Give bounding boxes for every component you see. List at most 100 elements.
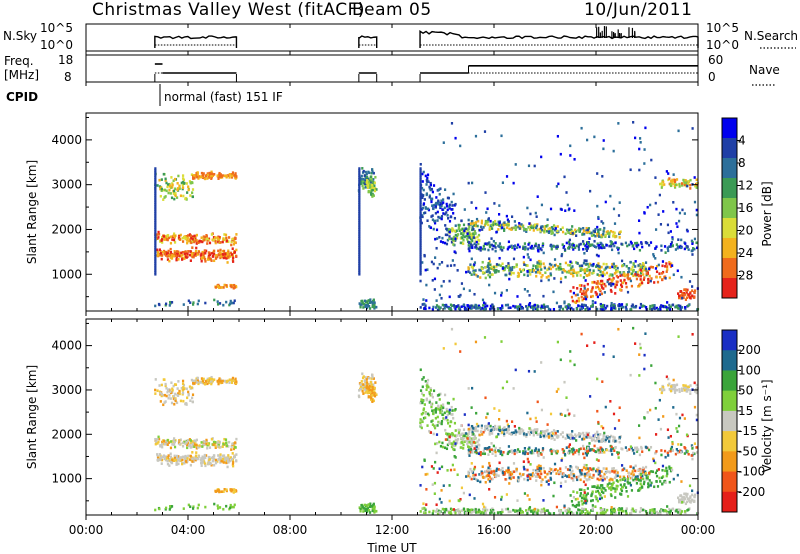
velocity-cell [158, 507, 161, 511]
power-cell [187, 239, 190, 243]
velocity-cell [229, 506, 232, 510]
power-cell [635, 244, 638, 247]
velocity-cell [181, 382, 185, 386]
power-cell [659, 182, 662, 186]
power-cell [541, 225, 544, 228]
power-cell [358, 201, 361, 204]
velocity-cell [610, 453, 614, 456]
power-cell [154, 204, 157, 208]
power-cell [630, 307, 633, 311]
power-cell [498, 223, 501, 226]
velocity-cell [585, 493, 588, 497]
velocity-cell [630, 489, 634, 492]
power-cell [454, 307, 457, 311]
velocity-cell [421, 378, 424, 381]
power-cell [529, 305, 533, 309]
velocity-cell [539, 476, 542, 479]
velocity-cell [655, 474, 659, 478]
power-cell [630, 242, 633, 245]
power-cell [584, 307, 587, 311]
power-cell [452, 192, 455, 196]
velocity-cell [168, 508, 171, 511]
velocity-cell [587, 435, 590, 438]
power-cell [470, 257, 473, 261]
velocity-cell [183, 440, 186, 444]
power-cell [451, 238, 454, 241]
velocity-cell [210, 437, 213, 441]
power-cell [154, 238, 157, 242]
power-cell [220, 286, 223, 289]
power-cell [176, 188, 179, 192]
velocity-cell [645, 478, 648, 481]
velocity-cell [582, 452, 585, 456]
power-cell [696, 246, 699, 250]
power-cell [682, 291, 686, 295]
power-cell [654, 247, 657, 250]
power-cell [163, 252, 167, 256]
power-cell [154, 210, 157, 213]
power-cell [669, 245, 672, 248]
velocity-cell [650, 470, 653, 473]
velocity-cell [559, 481, 563, 485]
power-cell [373, 301, 376, 305]
power-cell [157, 252, 160, 255]
power-cell [479, 246, 482, 249]
power-cell [488, 257, 491, 260]
power-cell [532, 264, 535, 268]
velocity-cell [573, 475, 576, 479]
power-cell [422, 202, 426, 205]
power-cell [187, 299, 190, 303]
power-cell [642, 304, 645, 308]
power-cell [639, 266, 643, 269]
velocity-cell [611, 484, 614, 487]
velocity-cell [218, 377, 221, 380]
power-cell [509, 268, 512, 272]
velocity-cell [528, 433, 532, 436]
power-cell [660, 182, 663, 185]
power-cell [462, 238, 465, 242]
power-cell [560, 254, 563, 258]
power-cell [419, 226, 422, 229]
power-colorbar-segment [722, 118, 737, 139]
power-cell [503, 223, 506, 227]
velocity-cell [426, 385, 429, 389]
velocity-cell [219, 378, 222, 382]
power-cell [154, 188, 157, 192]
power-cell [182, 303, 185, 306]
velocity-cell [513, 452, 516, 456]
velocity-cell [589, 499, 593, 503]
velocity-cell [479, 453, 482, 457]
velocity-cell [606, 470, 609, 473]
power-cell [679, 308, 682, 311]
velocity-cell [477, 447, 480, 450]
power-cell [622, 305, 625, 309]
power-cell [422, 188, 425, 192]
power-cell [582, 276, 586, 279]
power-cell [594, 234, 597, 238]
power-cell [609, 273, 612, 276]
power-cell [561, 271, 564, 274]
power-cell [494, 246, 497, 249]
velocity-cell [437, 509, 440, 513]
power-cell [618, 231, 621, 234]
power-cell [547, 275, 550, 278]
power-cell [216, 255, 219, 259]
velocity-cell [507, 427, 510, 431]
power-cell [613, 222, 617, 225]
power-cell [630, 272, 634, 276]
velocity-cell [487, 428, 490, 431]
velocity-cell [426, 381, 429, 385]
power-cell [154, 249, 157, 253]
power-cell [468, 225, 471, 229]
power-cell [566, 263, 570, 267]
power-cell [224, 252, 227, 256]
power-cell [649, 203, 652, 207]
power-cell [154, 170, 157, 174]
power-cell [670, 262, 673, 266]
power-cell [446, 264, 449, 268]
power-cell [588, 268, 592, 272]
power-cell [563, 300, 566, 304]
velocity-cell [630, 476, 634, 480]
power-cell [156, 248, 159, 252]
velocity-cell [448, 412, 451, 415]
